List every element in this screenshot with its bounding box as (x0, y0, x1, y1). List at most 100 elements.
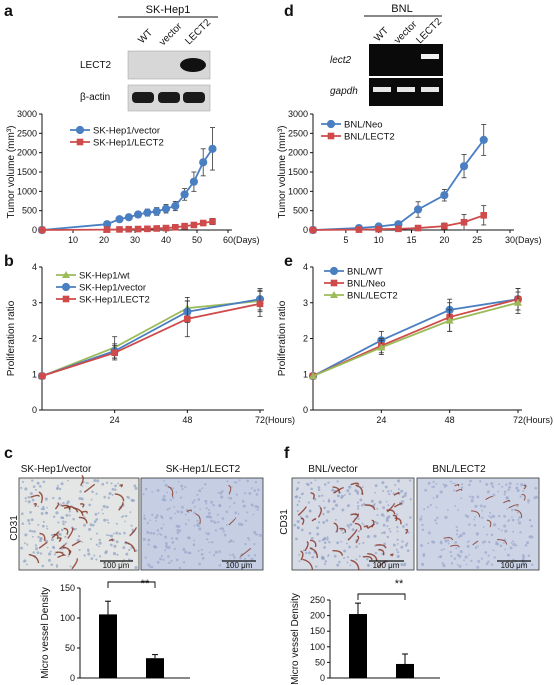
vessel-stain (332, 549, 344, 556)
gel-d-band-gapdh-3 (421, 87, 439, 92)
nucleus (171, 541, 175, 544)
nucleus (313, 497, 317, 501)
nucleus (191, 501, 195, 504)
nucleus (404, 544, 408, 547)
vessel-stain (28, 553, 40, 564)
x-tick-label: 5 (343, 235, 348, 245)
nucleus (506, 564, 510, 567)
blot-a-lane-2: vector (157, 21, 185, 49)
nucleus (233, 501, 236, 505)
nucleus (39, 485, 42, 488)
data-point (115, 215, 124, 224)
vessel-stain (394, 502, 403, 508)
nucleus (229, 496, 233, 500)
y-tick-label: 0 (320, 673, 325, 683)
nucleus (465, 563, 468, 566)
y-tick-label: 3 (32, 298, 37, 308)
nucleus (32, 551, 35, 554)
x-tick-label: 48 (445, 415, 455, 425)
nucleus (458, 534, 462, 538)
nucleus (244, 542, 247, 546)
nucleus (396, 530, 399, 533)
nucleus (152, 545, 156, 548)
nucleus (90, 498, 93, 501)
nucleus (348, 485, 352, 489)
nucleus (34, 544, 38, 547)
nucleus (508, 486, 511, 489)
nucleus (518, 516, 521, 519)
nucleus (229, 553, 232, 556)
vessel-stain (300, 550, 304, 561)
nucleus (457, 509, 460, 511)
nucleus (252, 513, 255, 516)
nucleus (460, 486, 464, 489)
nucleus (374, 521, 377, 524)
series-line (312, 298, 519, 377)
nucleus (113, 488, 117, 492)
nucleus (381, 532, 383, 535)
nucleus (311, 555, 315, 559)
nucleus (358, 555, 361, 558)
nucleus (115, 540, 119, 544)
nucleus (392, 543, 396, 547)
vessel-stain (39, 532, 46, 541)
nucleus (435, 495, 439, 499)
nucleus (509, 546, 513, 550)
nucleus (147, 543, 150, 546)
nucleus (64, 521, 67, 524)
x-tick-label: 20 (439, 235, 449, 245)
vessel-stain (508, 504, 519, 509)
nucleus (122, 546, 126, 550)
legend-marker (326, 119, 336, 129)
nucleus (348, 545, 351, 549)
nucleus (96, 479, 100, 483)
nucleus (180, 510, 184, 514)
nucleus (64, 535, 67, 539)
y-tick-label: 0 (303, 225, 308, 235)
nucleus (385, 500, 388, 503)
nucleus (21, 480, 25, 484)
nucleus (31, 535, 34, 538)
nucleus (106, 519, 109, 522)
nucleus (323, 541, 327, 544)
nucleus (164, 483, 168, 487)
bar (349, 614, 367, 678)
nucleus (512, 542, 516, 547)
nucleus (30, 518, 34, 522)
nucleus (217, 521, 220, 524)
nucleus (374, 544, 376, 547)
nucleus (526, 541, 530, 545)
nucleus (180, 484, 183, 487)
nucleus (24, 500, 27, 503)
nucleus (439, 555, 443, 559)
nucleus (39, 539, 43, 543)
nucleus (58, 496, 62, 500)
nucleus (98, 545, 100, 548)
nucleus (134, 486, 138, 490)
nucleus (432, 541, 436, 544)
nucleus (349, 564, 352, 567)
nucleus (505, 483, 508, 486)
nucleus (456, 563, 459, 566)
nucleus (199, 508, 202, 510)
nucleus (346, 524, 350, 527)
nucleus (149, 565, 152, 568)
nucleus (34, 547, 39, 551)
vessel-stain (354, 522, 362, 531)
nucleus (174, 512, 176, 515)
data-point (172, 223, 179, 231)
y-tick-label: 2 (303, 334, 308, 344)
nucleus (466, 544, 470, 548)
nucleus (110, 482, 113, 485)
nucleus (498, 514, 501, 518)
nucleus (382, 506, 386, 510)
nucleus (187, 551, 191, 555)
legend-marker (327, 132, 335, 140)
nucleus (167, 555, 170, 558)
nucleus (175, 537, 179, 541)
nucleus (450, 562, 454, 565)
nucleus (68, 510, 71, 513)
nucleus (257, 488, 260, 492)
vessel-stain (455, 488, 463, 492)
nucleus (321, 538, 325, 542)
